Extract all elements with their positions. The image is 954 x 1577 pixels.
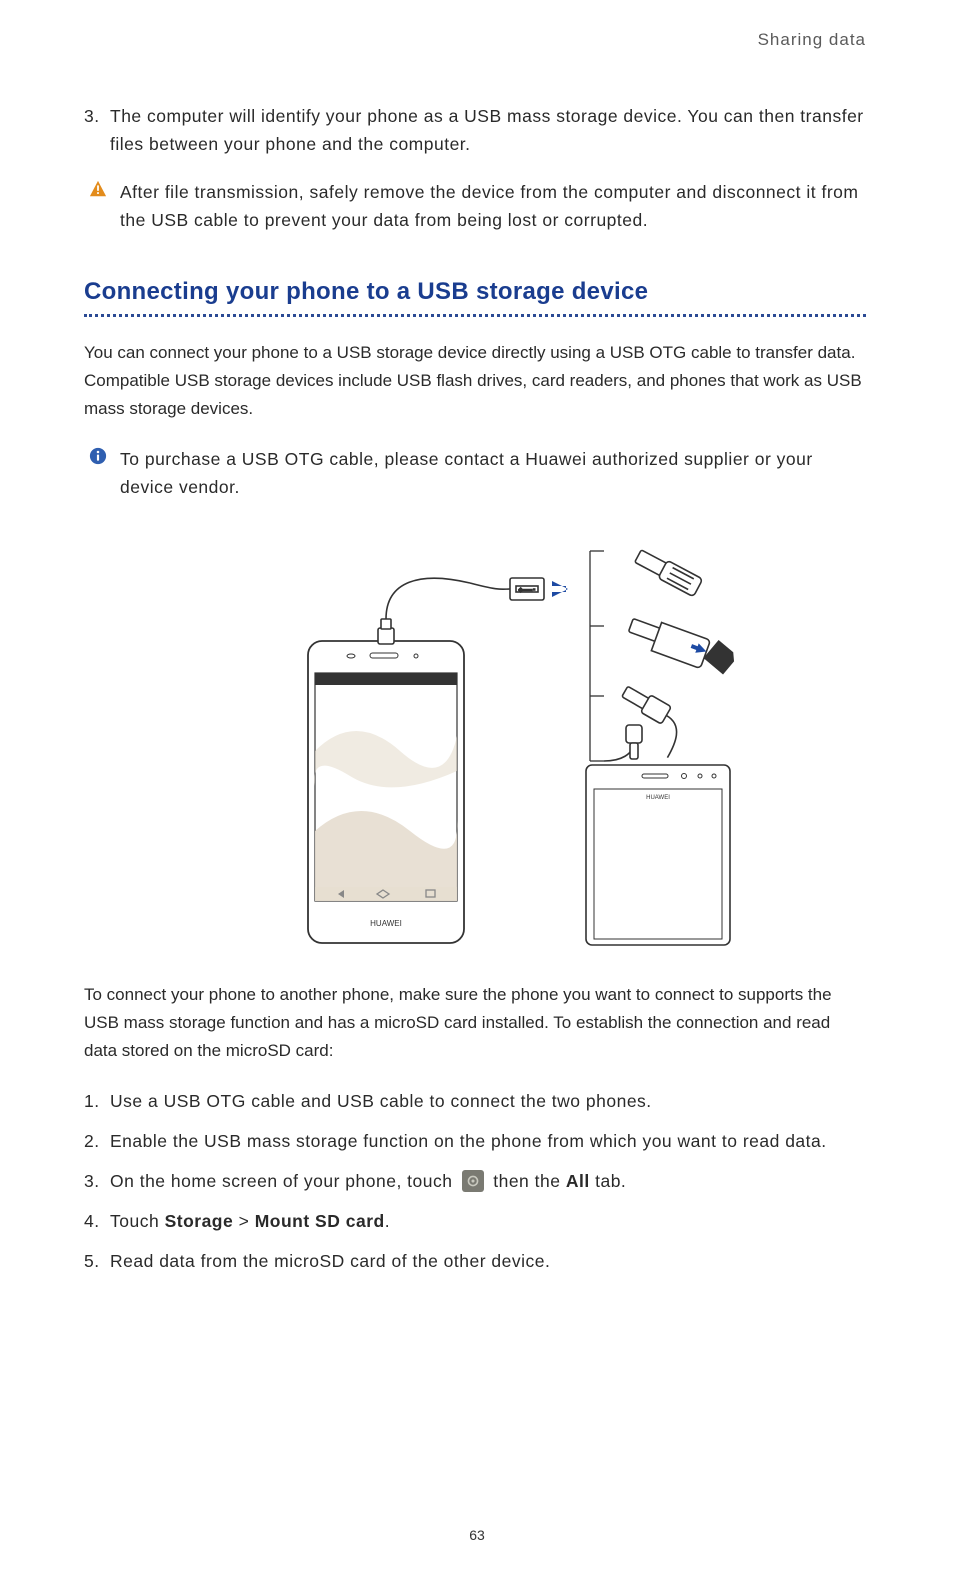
svg-text:⟵⋅: ⟵⋅ (518, 585, 536, 596)
step-number: 1. (84, 1087, 110, 1115)
step-5: 5. Read data from the microSD card of th… (84, 1247, 866, 1275)
step-number: 3. (84, 1167, 110, 1195)
diagram-brand-right: HUAWEI (646, 795, 670, 801)
diagram-usb-plug (607, 683, 691, 758)
info-note: To purchase a USB OTG cable, please cont… (84, 445, 866, 501)
step-number: 5. (84, 1247, 110, 1275)
intro-step: 3. The computer will identify your phone… (84, 102, 866, 158)
step-text: Touch Storage > Mount SD card. (110, 1207, 390, 1235)
step-text: The computer will identify your phone as… (110, 102, 866, 158)
step-2: 2. Enable the USB mass storage function … (84, 1127, 866, 1155)
step-text: Use a USB OTG cable and USB cable to con… (110, 1087, 652, 1115)
step-3: 3. On the home screen of your phone, tou… (84, 1167, 866, 1195)
section-divider (84, 314, 866, 317)
section-para-2: To connect your phone to another phone, … (84, 981, 866, 1065)
otg-diagram: HUAWEI ⟵⋅ (84, 531, 866, 951)
diagram-brand-left: HUAWEI (370, 919, 402, 928)
step-number: 4. (84, 1207, 110, 1235)
step-1: 1. Use a USB OTG cable and USB cable to … (84, 1087, 866, 1115)
page-number: 63 (0, 1527, 954, 1543)
diagram-card-reader (625, 611, 740, 679)
settings-icon (462, 1170, 484, 1192)
diagram-phone-left: HUAWEI (308, 641, 464, 943)
step-text: Enable the USB mass storage function on … (110, 1127, 827, 1155)
diagram-phone-right: HUAWEI (586, 725, 730, 945)
section-heading: Connecting your phone to a USB storage d… (84, 278, 866, 306)
step-4: 4. Touch Storage > Mount SD card. (84, 1207, 866, 1235)
info-text: To purchase a USB OTG cable, please cont… (112, 445, 866, 501)
warning-note: After file transmission, safely remove t… (84, 178, 866, 234)
steps-list: 1. Use a USB OTG cable and USB cable to … (84, 1087, 866, 1275)
diagram-bracket (590, 551, 604, 761)
step-text: On the home screen of your phone, touch … (110, 1167, 626, 1195)
diagram-usb-flash (633, 547, 702, 597)
section-para-1: You can connect your phone to a USB stor… (84, 339, 866, 423)
diagram-arrow-icon (552, 581, 568, 597)
warning-text: After file transmission, safely remove t… (112, 178, 866, 234)
page-header-label: Sharing data (84, 30, 866, 50)
step-number: 2. (84, 1127, 110, 1155)
step-text: Read data from the microSD card of the o… (110, 1247, 550, 1275)
warning-icon (84, 178, 112, 234)
diagram-otg-cable: ⟵⋅ (378, 578, 544, 644)
info-icon (84, 445, 112, 501)
step-number: 3. (84, 102, 110, 158)
